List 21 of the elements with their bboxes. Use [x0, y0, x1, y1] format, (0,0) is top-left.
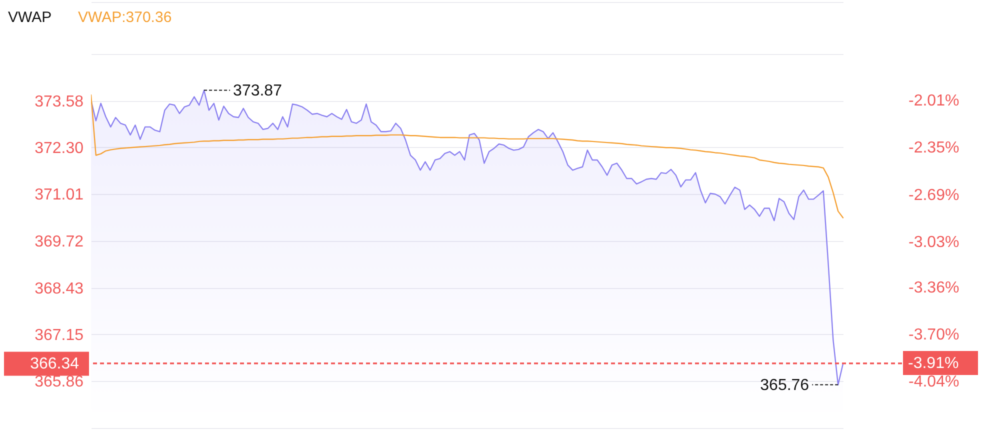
y-tick-label: 368.43 [34, 280, 84, 298]
data-label: 365.76 [760, 376, 810, 394]
y2-tick-label: -4.04% [908, 373, 960, 390]
line-series [91, 94, 844, 218]
data-label: 373.87 [233, 82, 282, 100]
y-tick-label: 369.72 [34, 233, 84, 250]
text: VWAP:370.36 [78, 9, 172, 26]
y-tick-label: 365.86 [34, 374, 84, 391]
y-tick-label: 373.58 [34, 93, 84, 110]
y-tick-label: 367.15 [34, 326, 84, 344]
y2-tick-label: -2.35% [908, 140, 960, 157]
y-tick-label: 372.30 [34, 140, 84, 157]
y2-tick-label: -2.01% [908, 92, 960, 110]
ref-line-label: 366.34 [30, 356, 80, 373]
y2-tick-label: -3.36% [908, 279, 960, 296]
ref-line-label: -3.91% [908, 354, 959, 372]
y2-tick-label: -3.70% [908, 326, 960, 344]
y2-tick-label: -2.69% [908, 186, 960, 204]
y-tick-label: 371.01 [34, 186, 84, 204]
chart-title: VWAP [8, 9, 52, 26]
y2-tick-label: -3.03% [908, 234, 960, 251]
